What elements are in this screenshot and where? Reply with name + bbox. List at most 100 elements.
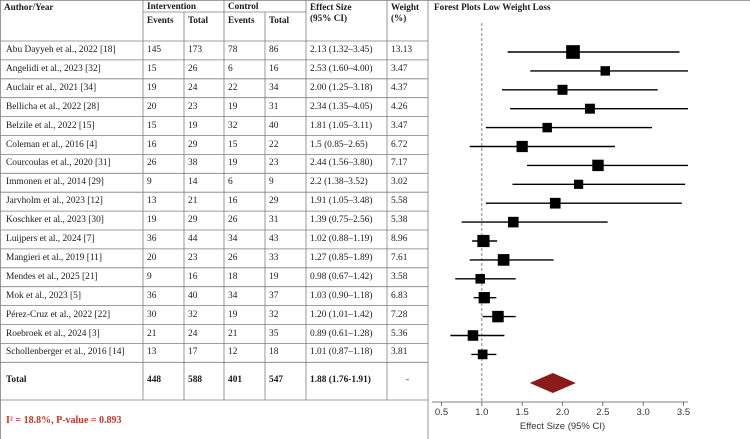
weight-value: 7.17 — [391, 158, 408, 169]
effect-size-ci: 1.03 (0.90–1.18) — [310, 290, 373, 301]
header-effect-size: Effect Size — [310, 2, 352, 12]
study-name: Courcoulas et al., 2020 [31] — [6, 158, 111, 169]
point-estimate-marker — [478, 292, 490, 304]
x-tick-label: 2.0 — [556, 407, 569, 418]
weight-value: 4.26 — [391, 101, 408, 112]
intervention-total: 32 — [188, 309, 198, 320]
effect-size-ci: 0.89 (0.61–1.28) — [310, 328, 373, 339]
point-estimate-marker — [508, 216, 519, 228]
intervention-events: 13 — [147, 347, 157, 358]
study-name: Mok et al., 2023 [5] — [6, 290, 81, 301]
header-weight-unit: (%) — [391, 13, 407, 23]
intervention-events: 145 — [147, 45, 162, 55]
study-name: Luijpers et al., 2024 [7] — [6, 234, 95, 244]
x-tick-label: 1.5 — [516, 407, 529, 418]
study-name: Belzile et al., 2022 [15] — [6, 120, 95, 131]
effect-size-ci: 1.02 (0.88–1.19) — [310, 234, 373, 244]
control-events: 32 — [228, 120, 238, 131]
study-name: Roebroek et al., 2024 [3] — [6, 328, 100, 339]
control-total: 32 — [269, 309, 279, 320]
control-events: 26 — [228, 252, 238, 263]
control-total: 31 — [269, 101, 279, 112]
weight-value: 4.37 — [391, 82, 408, 93]
study-name: Bellicha et al., 2022 [28] — [6, 101, 100, 112]
weight-value: 3.47 — [391, 120, 408, 131]
weight-value: 6.72 — [391, 139, 408, 150]
effect-size-ci: 2.44 (1.56–3.80) — [310, 158, 373, 169]
intervention-total: 23 — [188, 252, 198, 263]
study-name: Koschker et al., 2023 [30] — [6, 215, 104, 226]
point-estimate-marker — [592, 159, 604, 172]
effect-size-ci: 2.53 (1.60–4.00) — [310, 63, 373, 74]
point-estimate-marker — [477, 349, 488, 360]
effect-size-ci: 1.01 (0.87–1.18) — [310, 347, 373, 358]
intervention-events: 21 — [147, 328, 157, 339]
control-total: 23 — [269, 158, 279, 169]
intervention-total: 16 — [188, 271, 198, 282]
control-total: 22 — [269, 139, 279, 150]
pooled-diamond — [529, 373, 576, 393]
weight-value: 5.58 — [391, 196, 408, 207]
intervention-total: 29 — [188, 215, 198, 226]
intervention-events: 15 — [147, 63, 157, 74]
control-total: 40 — [269, 120, 279, 131]
study-name: Abu Dayyeh et al., 2022 [18] — [6, 45, 116, 55]
header-intervention-total: Total — [188, 15, 209, 25]
control-total: 86 — [269, 45, 279, 55]
weight-value: 7.28 — [391, 309, 408, 320]
intervention-total: 40 — [188, 290, 198, 301]
header-ci: (95% CI) — [310, 13, 348, 23]
control-events: 19 — [228, 158, 238, 169]
control-events: 16 — [228, 196, 238, 207]
control-total: 34 — [269, 82, 279, 93]
weight-value: 7.61 — [391, 252, 408, 263]
control-events: 19 — [228, 309, 238, 320]
control-events: 6 — [228, 63, 233, 74]
control-total: 16 — [269, 63, 279, 74]
intervention-events: 9 — [147, 271, 152, 282]
point-estimate-marker — [600, 66, 610, 76]
point-estimate-marker — [477, 234, 490, 248]
point-estimate-marker — [584, 103, 595, 114]
x-tick-label: 3.0 — [637, 407, 650, 418]
study-name: Immonen et al., 2014 [29] — [6, 177, 104, 188]
control-events: 78 — [228, 45, 238, 55]
x-tick-label: 3.5 — [677, 407, 690, 418]
study-name: Schollenberger et al., 2016 [14] — [6, 347, 125, 358]
control-total: 37 — [269, 290, 279, 301]
control-total: 33 — [269, 252, 279, 263]
study-name: Angelidi et al., 2023 [32] — [6, 63, 101, 74]
intervention-total: 23 — [188, 101, 198, 112]
weight-value: 8.96 — [391, 234, 408, 244]
point-estimate-marker — [566, 45, 580, 59]
total-label: Total — [6, 375, 27, 386]
point-estimate-marker — [542, 122, 552, 133]
intervention-total: 24 — [188, 82, 198, 93]
intervention-events: 20 — [147, 252, 157, 263]
control-events: 22 — [228, 82, 238, 93]
study-name: Coleman et al., 2016 [4] — [6, 139, 98, 150]
control-events: 21 — [228, 328, 238, 339]
study-name: Mangieri et al., 2019 [11] — [6, 252, 102, 263]
header-weight: Weight — [391, 2, 420, 12]
control-events: 6 — [228, 177, 233, 188]
header-intervention-events: Events — [147, 15, 174, 25]
control-events: 15 — [228, 139, 238, 150]
header-control-total: Total — [269, 15, 290, 25]
x-axis-label: Effect Size (95% CI) — [520, 421, 605, 432]
weight-value: 5.36 — [391, 328, 408, 339]
weight-value: 6.83 — [391, 290, 408, 301]
effect-size-ci: 1.5 (0.85–2.65) — [310, 139, 368, 150]
point-estimate-marker — [467, 330, 479, 341]
control-total: 19 — [269, 271, 279, 282]
intervention-total: 29 — [188, 139, 198, 150]
total-control-events: 401 — [228, 375, 243, 386]
control-events: 34 — [228, 290, 238, 301]
intervention-events: 36 — [147, 234, 157, 244]
control-events: 19 — [228, 101, 238, 112]
intervention-events: 19 — [147, 215, 157, 226]
point-estimate-marker — [516, 140, 528, 153]
intervention-events: 9 — [147, 177, 152, 188]
intervention-events: 13 — [147, 196, 157, 207]
